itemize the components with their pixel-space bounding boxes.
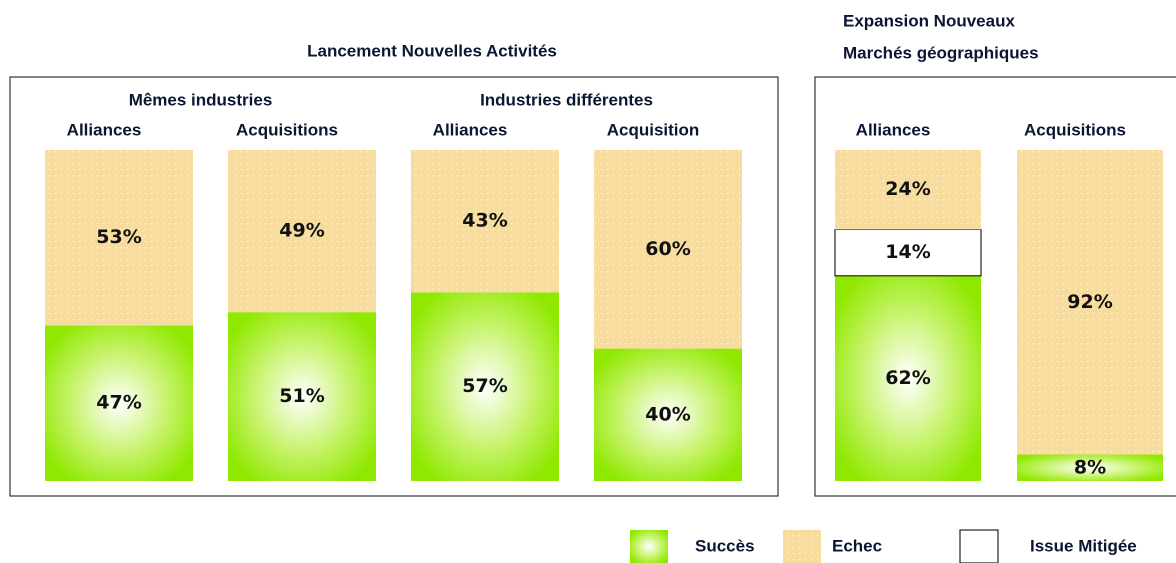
bar-segment: [45, 150, 193, 326]
value-label: 8%: [1074, 456, 1106, 478]
value-label: 51%: [279, 385, 324, 407]
legend-swatch: [783, 530, 821, 563]
panel-frame: [9, 76, 779, 497]
bar-segment: [411, 150, 559, 293]
category-label: Alliances: [67, 120, 142, 139]
bar-segment: [411, 292, 559, 481]
bar-segment: [228, 312, 376, 481]
bar-segment: [594, 348, 742, 481]
legend-label: Echec: [832, 536, 882, 555]
value-label: 43%: [462, 210, 507, 232]
value-label: 24%: [885, 178, 930, 200]
group-label: Industries différentes: [480, 90, 653, 109]
value-label: 40%: [645, 403, 690, 425]
value-label: 92%: [1067, 291, 1112, 313]
category-label: Alliances: [433, 120, 508, 139]
panel-title: Lancement Nouvelles Activités: [307, 41, 557, 60]
legend-swatch: [630, 530, 668, 563]
bar-segment: [228, 150, 376, 313]
panel-frame: [814, 76, 1176, 497]
panel-title: Marchés géographiques: [843, 43, 1039, 62]
value-label: 47%: [96, 392, 141, 414]
bar-segment: [1017, 454, 1163, 481]
bar-segment: [835, 150, 981, 230]
value-label: 62%: [885, 367, 930, 389]
bar-segment: [45, 325, 193, 481]
category-label: Acquisition: [607, 120, 700, 139]
category-label: Acquisitions: [1024, 120, 1126, 139]
value-label: 49%: [279, 220, 324, 242]
bar-segment: [834, 228, 982, 277]
legend-label: Succès: [695, 536, 755, 555]
value-label: 57%: [462, 375, 507, 397]
value-label: 60%: [645, 238, 690, 260]
bar-segment: [1017, 150, 1163, 455]
legend-swatch: [959, 529, 999, 563]
bar-segment: [835, 275, 981, 481]
category-label: Acquisitions: [236, 120, 338, 139]
panel-title: Expansion Nouveaux: [843, 11, 1015, 30]
value-label: 14%: [885, 241, 930, 263]
category-label: Alliances: [856, 120, 931, 139]
group-label: Mêmes industries: [129, 90, 273, 109]
value-label: 53%: [96, 226, 141, 248]
legend-label: Issue Mitigée: [1030, 536, 1137, 555]
bar-segment: [594, 150, 742, 349]
